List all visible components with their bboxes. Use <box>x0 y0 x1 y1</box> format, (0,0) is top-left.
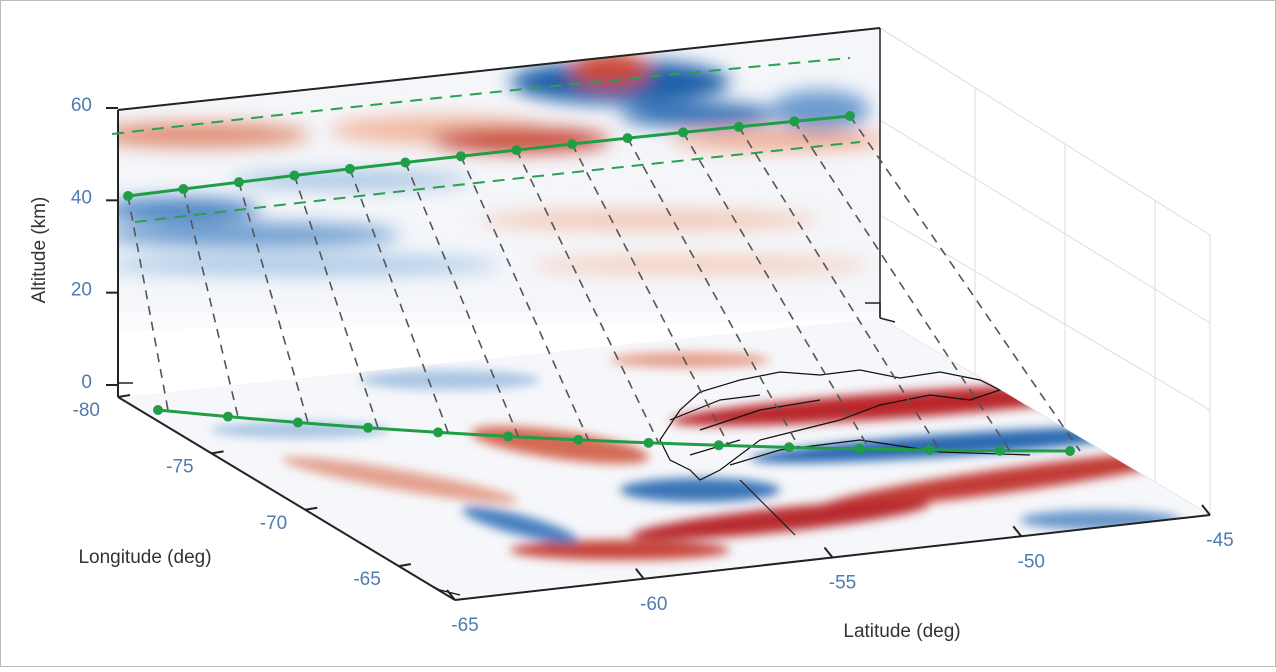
x-tick-label: -70 <box>260 513 287 534</box>
track-marker <box>714 440 724 450</box>
y-tick-label: -60 <box>640 594 667 615</box>
track-marker <box>363 423 373 433</box>
track-marker <box>511 145 521 155</box>
track-marker <box>567 139 577 149</box>
z-tick-label: 60 <box>71 95 92 116</box>
figure: Altitude (km) Longitude (deg) Latitude (… <box>0 0 1276 667</box>
track-marker <box>293 417 303 427</box>
track-marker <box>678 127 688 137</box>
track-marker <box>784 442 794 452</box>
track-marker <box>503 431 513 441</box>
track-marker <box>223 412 233 422</box>
x-tick-label: -75 <box>166 456 193 477</box>
track-marker <box>623 133 633 143</box>
track-marker <box>1065 446 1075 456</box>
z-tick-label: 20 <box>71 280 92 301</box>
track-marker <box>123 191 133 201</box>
track-marker <box>433 427 443 437</box>
track-marker <box>234 177 244 187</box>
track-marker <box>734 122 744 132</box>
y-tick-label: -45 <box>1206 530 1233 551</box>
track-marker <box>400 157 410 167</box>
track-marker <box>456 151 466 161</box>
z-tick-label: 0 <box>81 372 92 393</box>
track-marker <box>289 170 299 180</box>
y-tick-label: -55 <box>829 573 856 594</box>
track-marker <box>573 435 583 445</box>
x-tick-label: -80 <box>73 400 100 421</box>
z-axis-title: Altitude (km) <box>29 197 50 304</box>
y-tick-label: -65 <box>451 615 478 636</box>
track-marker <box>178 184 188 194</box>
x-tick-label: -65 <box>353 569 380 590</box>
track-marker <box>153 405 163 415</box>
y-axis-title: Latitude (deg) <box>843 621 960 642</box>
track-marker <box>644 438 654 448</box>
x-axis-title: Longitude (deg) <box>78 547 211 568</box>
track-marker <box>995 446 1005 456</box>
track-marker <box>854 444 864 454</box>
track-marker <box>789 116 799 126</box>
z-tick-label: 40 <box>71 187 92 208</box>
track-marker <box>345 164 355 174</box>
track-marker <box>845 111 855 121</box>
y-tick-label: -50 <box>1018 551 1045 572</box>
track-marker <box>925 445 935 455</box>
